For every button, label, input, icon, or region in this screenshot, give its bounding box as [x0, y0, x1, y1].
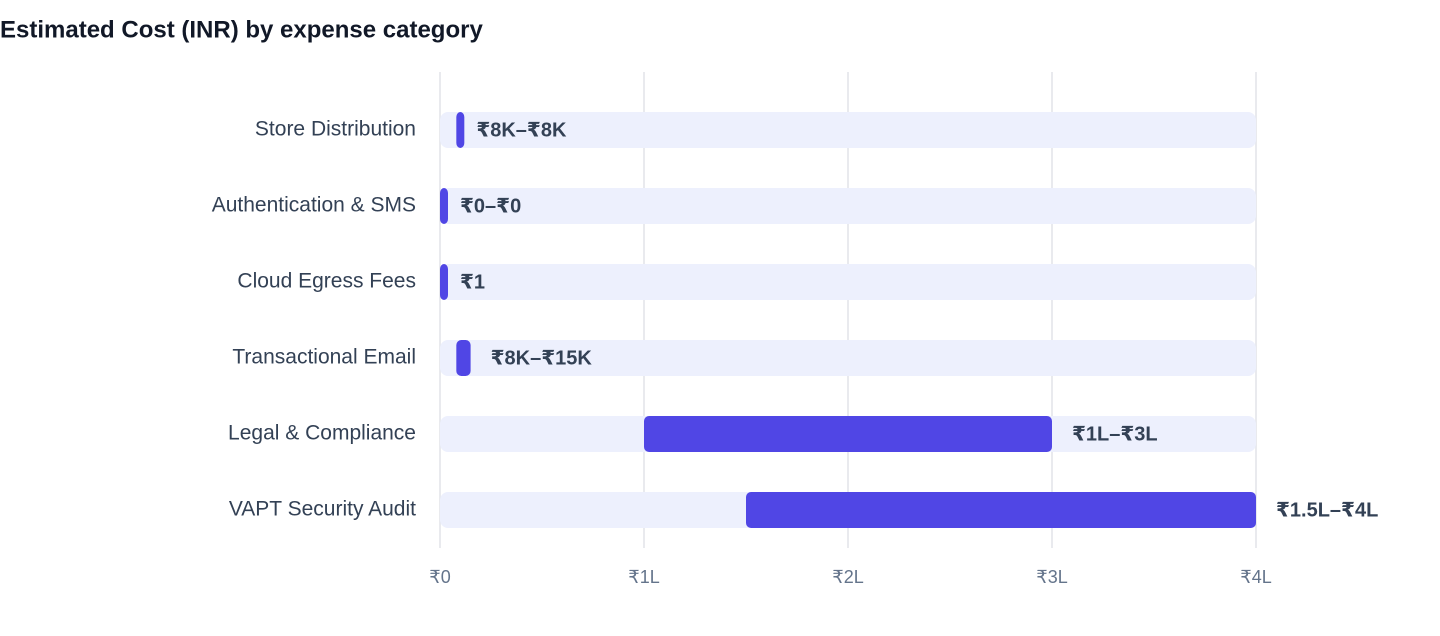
value-label: ₹1.5L–₹4L [1276, 499, 1378, 521]
value-label: ₹8K–₹8K [476, 119, 567, 141]
y-tick-label: Store Distribution [255, 118, 416, 141]
range-bar [644, 416, 1052, 452]
range-bar [456, 112, 465, 148]
track [440, 188, 1256, 224]
range-bar [440, 264, 449, 300]
value-label: ₹8K–₹15K [491, 347, 593, 369]
x-tick-label: ₹0 [429, 567, 450, 587]
range-bar [456, 340, 471, 376]
track [440, 112, 1256, 148]
value-label: ₹1L–₹3L [1072, 423, 1158, 445]
value-label: ₹0–₹0 [460, 195, 521, 217]
y-tick-label: Cloud Egress Fees [237, 270, 416, 293]
x-tick-label: ₹4L [1240, 567, 1271, 587]
y-tick-label: Legal & Compliance [228, 422, 416, 445]
y-tick-label: Transactional Email [232, 346, 416, 369]
x-tick-label: ₹2L [832, 567, 863, 587]
range-bar [440, 188, 448, 224]
track [440, 264, 1256, 300]
value-label: ₹1 [460, 271, 485, 293]
track [440, 340, 1256, 376]
range-bar [746, 492, 1256, 528]
y-tick-label: Authentication & SMS [212, 194, 416, 217]
x-tick-label: ₹3L [1036, 567, 1067, 587]
chart-title: Estimated Cost (INR) by expense category [0, 16, 483, 43]
x-tick-label: ₹1L [628, 567, 659, 587]
y-tick-label: VAPT Security Audit [229, 498, 416, 521]
